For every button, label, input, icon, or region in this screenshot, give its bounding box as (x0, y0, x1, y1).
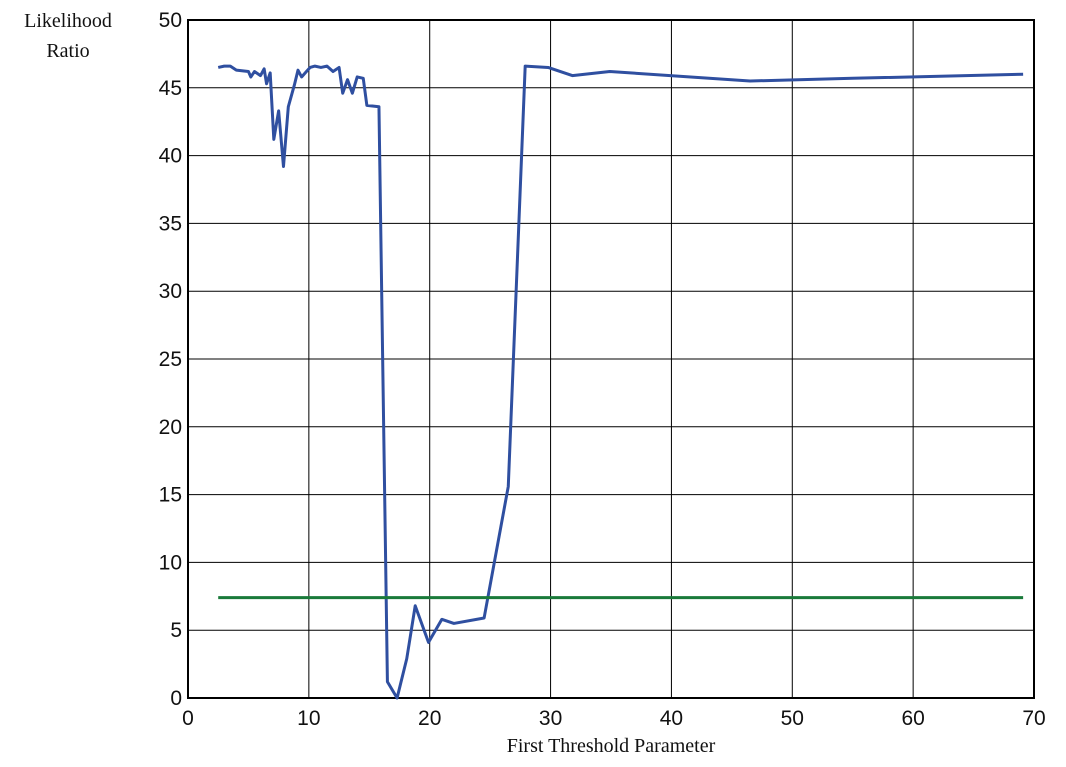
y-tick-label: 10 (159, 551, 182, 574)
y-tick-label: 20 (159, 416, 182, 439)
line (217, 64, 1024, 700)
y-tick-label: 45 (159, 77, 182, 100)
y-tick-label: 15 (159, 484, 182, 507)
y-tick-label: 5 (170, 619, 182, 642)
x-axis-label: First Threshold Parameter (507, 735, 716, 757)
y-tick-label: 25 (159, 348, 182, 371)
x-tick-label: 60 (901, 707, 924, 730)
x-tick-label: 40 (660, 707, 683, 730)
x-tick-label: 50 (781, 707, 804, 730)
y-axis-label: Likelihood Ratio (24, 10, 112, 62)
plot-frame (187, 19, 1035, 699)
x-tick-label: 30 (539, 707, 562, 730)
y-tick-label: 50 (159, 9, 182, 32)
x-tick-label: 0 (182, 707, 194, 730)
y-tick-label: 30 (159, 280, 182, 303)
x-tick-label: 70 (1022, 707, 1045, 730)
y-tick-label: 0 (170, 687, 182, 710)
x-tick-label: 20 (418, 707, 441, 730)
y-tick-label: 40 (159, 145, 182, 168)
x-tick-label: 10 (297, 707, 320, 730)
y-tick-label: 35 (159, 212, 182, 235)
